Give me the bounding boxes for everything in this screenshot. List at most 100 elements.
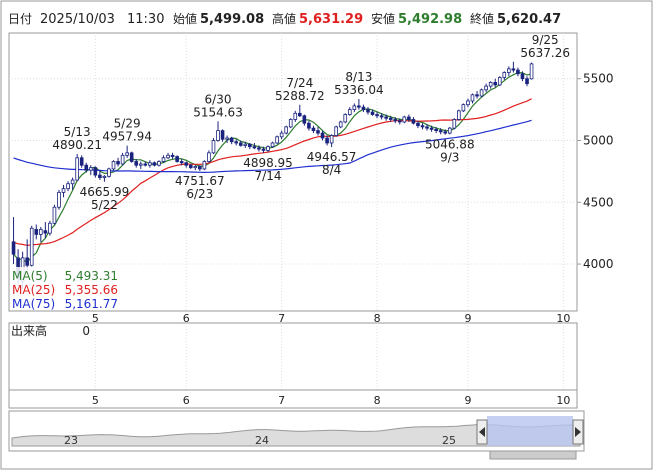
candle xyxy=(293,110,298,122)
candle xyxy=(25,239,29,271)
candle xyxy=(516,67,520,77)
candle xyxy=(75,154,79,182)
annotation-value: 4665.99 xyxy=(80,185,130,199)
candle xyxy=(88,165,93,176)
candle xyxy=(193,165,198,171)
candle-body xyxy=(61,188,66,193)
candle xyxy=(248,142,252,150)
candle-body xyxy=(143,163,148,166)
candle xyxy=(529,62,534,80)
candle-body xyxy=(447,127,452,134)
navigator-selection[interactable] xyxy=(487,416,573,446)
candle xyxy=(279,130,284,140)
candle-body xyxy=(225,137,229,140)
candle-body xyxy=(429,127,434,130)
month-tick-label: 5 xyxy=(92,394,99,407)
candle-body xyxy=(120,154,125,165)
candle-body xyxy=(11,241,16,255)
candle xyxy=(216,121,220,142)
candle xyxy=(93,166,98,178)
range-navigator[interactable]: 23 24 25 xyxy=(8,410,585,460)
candle-body xyxy=(279,132,284,138)
candle-body xyxy=(438,130,443,133)
candle xyxy=(334,125,338,137)
candle xyxy=(125,145,129,158)
candle-body xyxy=(238,142,243,146)
candle-body xyxy=(384,116,388,119)
month-tick-label: 10 xyxy=(556,312,570,325)
candle xyxy=(43,222,48,239)
month-tick-label: 8 xyxy=(374,312,381,325)
candle xyxy=(338,120,343,129)
price-annotations: 5/134890.215/294957.944665.995/226/30515… xyxy=(52,33,570,212)
candle-body xyxy=(502,72,507,78)
arrow-left-icon xyxy=(479,427,485,437)
candle xyxy=(329,134,334,148)
open-value: 5,499.08 xyxy=(200,12,264,27)
candle xyxy=(493,78,498,88)
legend-ma5-label: MA(5) xyxy=(12,269,48,283)
month-tick-label: 9 xyxy=(464,394,471,407)
month-tick-label: 7 xyxy=(278,312,285,325)
candle-body xyxy=(98,174,102,178)
candle-body xyxy=(148,162,152,166)
candle xyxy=(179,159,184,166)
candle-body xyxy=(520,73,525,80)
navigator-right-handle[interactable] xyxy=(572,419,584,445)
candle xyxy=(138,161,143,169)
candle xyxy=(420,123,425,130)
candle xyxy=(311,125,316,134)
candle-body xyxy=(202,161,207,170)
volume-panel xyxy=(8,322,578,391)
candle xyxy=(38,226,43,242)
month-tick-label: 9 xyxy=(464,312,471,325)
candle xyxy=(116,157,120,167)
candle-body xyxy=(234,141,239,144)
volume-grid xyxy=(94,323,564,390)
annotation-date: 9/3 xyxy=(440,151,459,165)
candle xyxy=(170,152,175,160)
candle xyxy=(79,155,84,168)
candle xyxy=(152,161,157,167)
candle xyxy=(438,128,443,135)
candle-body xyxy=(302,115,307,124)
candle xyxy=(102,175,107,182)
candle-body xyxy=(411,119,416,124)
candle-body xyxy=(325,137,329,144)
candle-body xyxy=(329,135,334,144)
candle xyxy=(257,145,261,152)
candle-body xyxy=(457,110,461,120)
candle-body xyxy=(79,157,84,166)
candle xyxy=(107,167,111,178)
candle xyxy=(347,107,352,116)
candle-body xyxy=(475,94,479,97)
candle xyxy=(357,98,361,110)
candle-body xyxy=(420,125,425,128)
candle xyxy=(120,152,125,166)
annotation-date: 5/22 xyxy=(91,198,118,212)
candle-body xyxy=(347,109,352,115)
candle-body xyxy=(166,154,170,159)
candle xyxy=(525,76,529,87)
navigator-left-handle[interactable] xyxy=(476,419,488,445)
candle-body xyxy=(252,146,257,149)
candle-body xyxy=(393,119,398,122)
candle xyxy=(134,159,139,168)
candle-body xyxy=(257,147,261,150)
month-axis-price: 5 6 7 8 9 10 xyxy=(92,312,571,325)
open-label: 始値 xyxy=(173,11,197,26)
candle-body xyxy=(216,130,220,141)
candle xyxy=(84,162,89,173)
candle xyxy=(488,81,493,89)
candle xyxy=(370,109,375,116)
candle-body xyxy=(102,175,107,178)
y-tick-label: 4000 xyxy=(583,257,614,271)
navigator-scrollbar-thumb[interactable] xyxy=(489,450,577,460)
candle xyxy=(188,163,193,169)
candle-body xyxy=(161,157,166,162)
month-tick-label: 6 xyxy=(183,312,190,325)
navigator-label-24: 24 xyxy=(255,434,269,447)
candle xyxy=(452,118,457,130)
annotation-date: 7/24 xyxy=(286,76,313,90)
